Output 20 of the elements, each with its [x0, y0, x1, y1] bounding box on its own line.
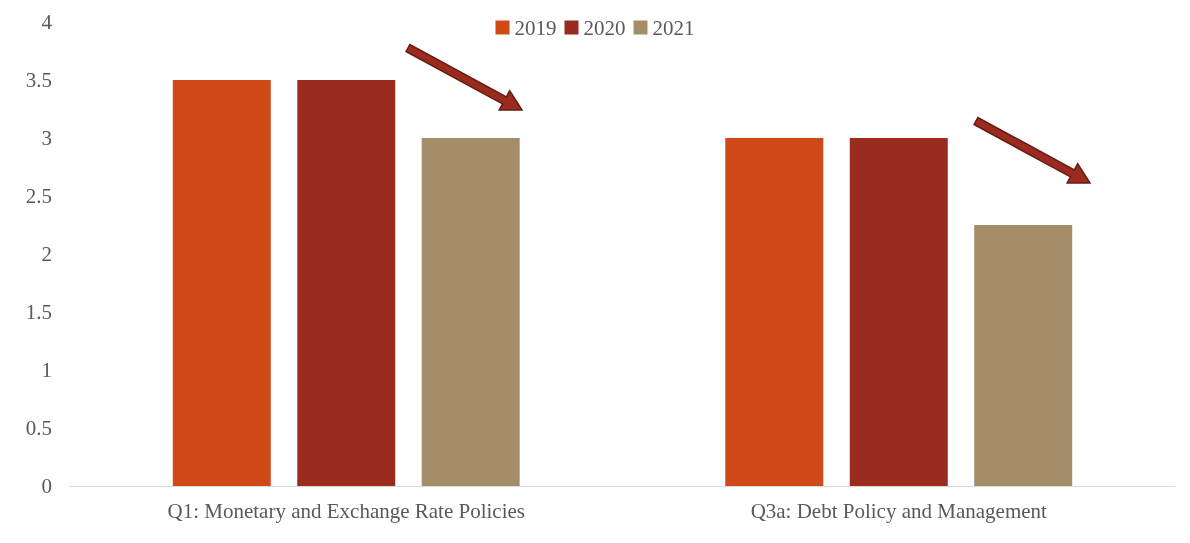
y-tick-label: 3	[41, 126, 52, 150]
legend-label: 2019	[514, 15, 557, 40]
legend-label: 2020	[583, 15, 626, 40]
bar	[849, 138, 948, 486]
y-tick-label: 3.5	[25, 68, 52, 92]
y-tick-label: 2.5	[25, 184, 52, 208]
bar	[421, 138, 520, 486]
legend-label: 2021	[652, 15, 695, 40]
y-tick-label: 0.5	[25, 416, 52, 440]
bar	[725, 138, 824, 486]
x-tick-label: Q1: Monetary and Exchange Rate Policies	[167, 498, 525, 523]
bar	[172, 80, 271, 486]
y-tick-label: 1.5	[25, 300, 52, 324]
y-tick-label: 2	[41, 242, 52, 266]
y-tick-label: 1	[41, 358, 52, 382]
y-tick-label: 4	[41, 10, 53, 34]
bar	[297, 80, 396, 486]
y-tick-label: 0	[41, 474, 52, 498]
x-tick-label: Q3a: Debt Policy and Management	[750, 498, 1048, 523]
bar	[974, 225, 1073, 486]
